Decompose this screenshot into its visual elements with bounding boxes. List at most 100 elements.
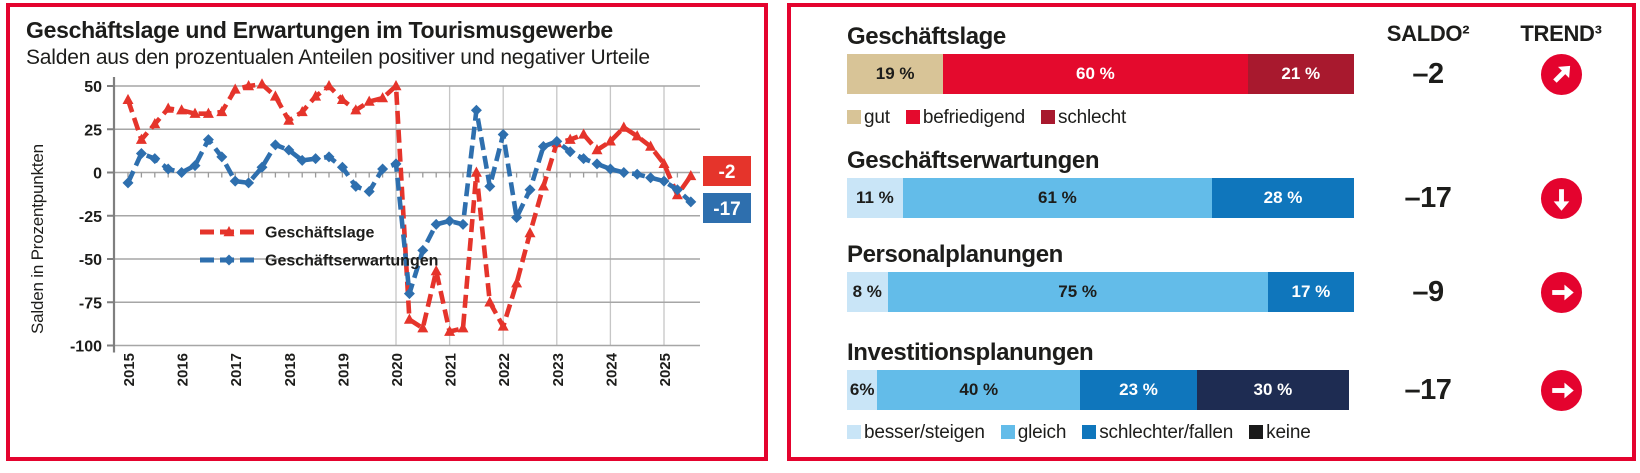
data-point <box>470 104 482 116</box>
bar-segment-label: 8 % <box>852 282 882 301</box>
data-point <box>122 93 134 105</box>
legend-label: schlechter/fallen <box>1099 422 1234 443</box>
legend-label: keine <box>1266 422 1311 443</box>
data-point <box>524 184 536 196</box>
data-point <box>256 161 268 173</box>
data-point <box>269 139 281 151</box>
y-tick-label: 25 <box>84 122 102 139</box>
bar-segment: 19 % <box>847 54 944 94</box>
data-point <box>403 288 415 300</box>
trend-arrow-right-icon <box>1502 271 1620 314</box>
data-point <box>470 166 482 177</box>
bar-legend-planungen: besser/steigen gleich schlechter/fallen kei… <box>847 422 1620 444</box>
x-tick-label: 2018 <box>282 353 299 386</box>
bar-segment-label: 75 % <box>1058 282 1098 301</box>
bar-segment: 61 % <box>902 178 1213 218</box>
legend-item: schlechter/fallen <box>1082 422 1233 444</box>
legend-item: keine <box>1249 422 1311 444</box>
data-point <box>484 296 496 307</box>
x-tick-label: 2023 <box>550 353 567 386</box>
data-point <box>618 121 630 132</box>
legend-item: schlecht <box>1041 107 1126 129</box>
data-point <box>336 93 348 105</box>
data-point <box>645 172 657 184</box>
chart-title: Geschäftslage und Erwartungen im Tourism… <box>26 17 613 43</box>
bar-segment: 40 % <box>877 370 1081 410</box>
data-point <box>283 114 295 125</box>
bar-segment: 30 % <box>1196 370 1349 410</box>
legend-label: gleich <box>1017 422 1067 443</box>
data-point <box>457 322 469 333</box>
x-axis-labels: 2015 2016 2017 2018 2019 2020 2021 2022 2023 2024… <box>121 352 674 386</box>
bar-segment-label: 6% <box>849 380 875 399</box>
trend-arrow-down-icon <box>1502 177 1620 220</box>
legend-label: befriedigend <box>922 107 1026 128</box>
bar-segment-label: 17 % <box>1291 282 1331 301</box>
data-point <box>189 107 201 118</box>
section-heading-investitionsplanungen: Investitionsplanungen <box>847 338 1094 366</box>
legend-label: schlecht <box>1058 107 1127 128</box>
data-point <box>176 104 188 115</box>
data-point <box>135 147 147 159</box>
data-point <box>323 80 335 91</box>
end-value-badge: -2 <box>703 156 751 186</box>
data-point <box>511 277 523 288</box>
data-point <box>149 118 161 129</box>
stacked-bar-geschaeftslage: 19 % 60 % 21 % <box>847 54 1354 94</box>
bar-segment-label: 60 % <box>1076 64 1115 83</box>
trend-arrow-icon <box>1540 177 1582 219</box>
data-point <box>564 133 576 144</box>
bar-segment-label: 28 % <box>1263 188 1303 207</box>
y-tick-label: -100 <box>70 339 102 356</box>
data-point <box>444 215 456 227</box>
data-point <box>658 157 670 169</box>
data-point <box>685 169 697 181</box>
section-heading-personalplanungen: Personalplanungen <box>847 240 1063 268</box>
data-point <box>135 133 147 144</box>
x-tick-label: 2024 <box>603 352 620 386</box>
chart-subtitle: Salden aus den prozentualen Anteilen pos… <box>26 46 650 69</box>
y-tick-label: 0 <box>93 166 102 183</box>
data-point <box>216 105 228 117</box>
y-tick-label: -75 <box>79 295 102 312</box>
data-point <box>243 80 255 91</box>
bar-segment-label: 40 % <box>959 380 999 399</box>
data-point <box>403 313 415 324</box>
bar-segment-label: 61 % <box>1038 188 1077 207</box>
data-point <box>444 325 456 336</box>
legend-swatch <box>1041 110 1056 124</box>
data-point <box>176 167 188 178</box>
data-point <box>189 160 201 172</box>
saldo-value-investitionsplanungen: –17 <box>1404 373 1452 406</box>
data-point <box>390 158 402 170</box>
bar-segment: 17 % <box>1267 272 1354 312</box>
data-point <box>310 153 322 165</box>
y-tick-label: -50 <box>79 252 102 269</box>
y-axis-title: Salden in Prozentpunkten <box>28 143 47 334</box>
data-point <box>658 175 670 187</box>
data-point <box>604 163 616 175</box>
legend-label: besser/steigen <box>864 422 985 443</box>
data-point <box>591 144 603 155</box>
y-tick-label: 50 <box>84 79 102 96</box>
bar-segment-label: 21 % <box>1281 64 1321 83</box>
stacked-bar-personalplanungen: 8 % 75 % 17 % <box>847 272 1354 312</box>
chart-area: Salden in Prozentpunkten 50 25 0 -25 -50 -75 -… <box>26 72 751 405</box>
data-point <box>645 140 657 151</box>
trend-arrow-icon <box>1540 369 1582 411</box>
summary-panel: Geschäftslage SALDO² TREND³ 19 % 60 % 21 % –2 g… <box>787 3 1636 461</box>
y-axis: 50 25 0 -25 -50 -75 -100 <box>70 77 116 356</box>
trend-arrow-right-icon <box>1502 369 1620 412</box>
data-point <box>149 153 161 165</box>
data-point <box>310 90 322 101</box>
legend-swatch <box>847 110 861 124</box>
trend-arrow-icon <box>1540 53 1582 95</box>
x-tick-label: 2021 <box>443 353 460 386</box>
series-geschaeftslage <box>122 78 697 336</box>
data-point <box>363 186 375 198</box>
data-point <box>551 135 563 147</box>
bar-segment: 23 % <box>1080 370 1197 410</box>
data-point <box>323 151 335 163</box>
data-point <box>417 322 429 333</box>
